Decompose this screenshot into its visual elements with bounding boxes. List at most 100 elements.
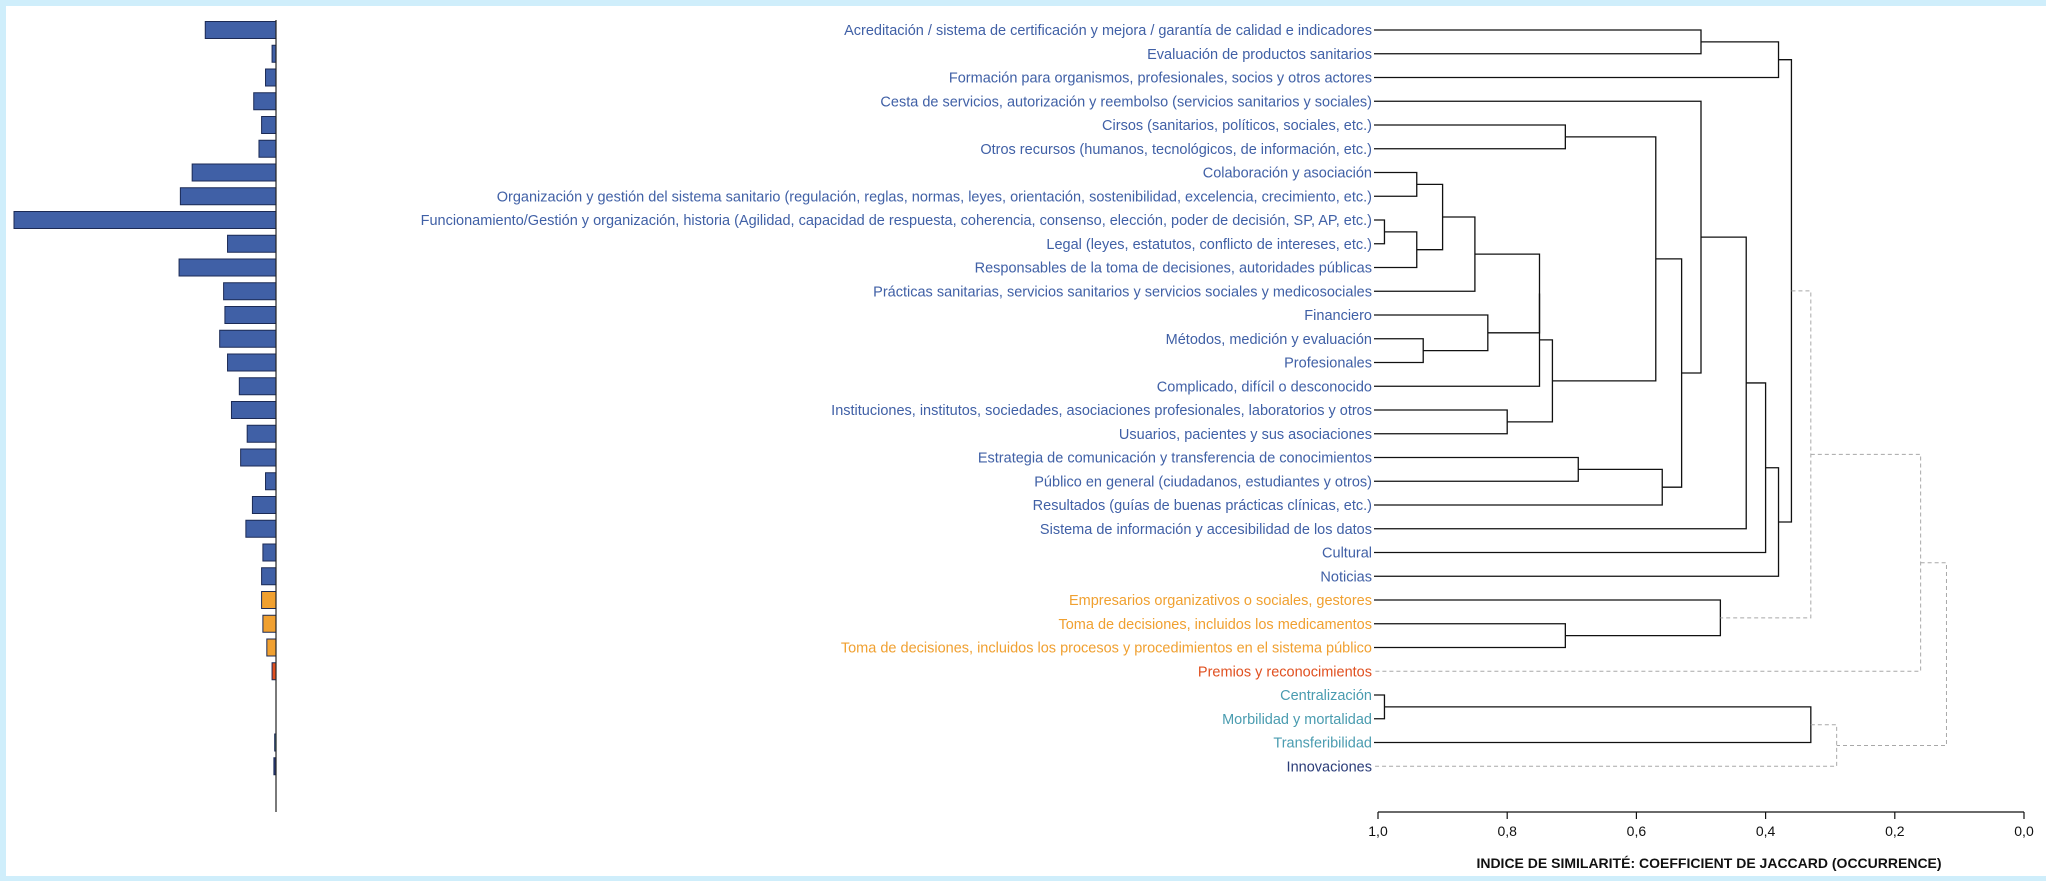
occurrence-bar bbox=[266, 638, 277, 657]
dendrogram-link bbox=[1374, 29, 1702, 55]
x-axis-title: INDICE DE SIMILARITÉ: COEFFICIENT DE JAC… bbox=[1476, 855, 1941, 871]
chart-stage: Acreditación / sistema de certificación … bbox=[6, 6, 2046, 876]
leaf-label: Toma de decisiones, incluidos los medica… bbox=[1058, 617, 1372, 633]
x-tick-label: 0,2 bbox=[1885, 823, 1905, 839]
dendrogram-link bbox=[1374, 599, 1722, 637]
dendrogram-link bbox=[1374, 468, 1663, 506]
x-tick-label: 0,0 bbox=[2014, 823, 2034, 839]
occurrence-bar bbox=[13, 211, 277, 229]
occurrence-bar bbox=[240, 448, 277, 467]
occurrence-bar bbox=[224, 306, 277, 324]
leaf-label: Empresarios organizativos o sociales, ge… bbox=[1069, 593, 1372, 609]
leaf-label: Profesionales bbox=[1284, 356, 1372, 372]
leaf-label: Innovaciones bbox=[1287, 759, 1372, 775]
dendrogram-link bbox=[1374, 724, 1838, 767]
occurrence-bar bbox=[223, 282, 277, 301]
dendrogram-link bbox=[1416, 183, 1444, 251]
x-tick-label: 0,6 bbox=[1627, 823, 1647, 839]
occurrence-bar bbox=[261, 591, 277, 609]
x-axis: 1,0 0,8 0,6 0,4 0,2 0,0 bbox=[1368, 811, 2034, 839]
dendrogram-link bbox=[1374, 124, 1566, 150]
dendrogram-link bbox=[1374, 706, 1812, 744]
leaf-label: Legal (leyes, estatutos, conflicto de in… bbox=[1046, 237, 1372, 253]
leaf-label: Otros recursos (humanos, tecnológicos, d… bbox=[980, 142, 1372, 158]
leaf-label: Colaboración y asociación bbox=[1203, 166, 1372, 182]
leaf-label: Público en general (ciudadanos, estudian… bbox=[1034, 474, 1372, 490]
dendrogram-link bbox=[1374, 623, 1566, 649]
leaf-label: Resultados (guías de buenas prácticas cl… bbox=[1033, 498, 1372, 514]
dendrogram-link bbox=[1374, 314, 1489, 352]
leaf-label: Evaluación de productos sanitarios bbox=[1147, 47, 1372, 63]
leaf-label: Morbilidad y mortalidad bbox=[1222, 712, 1372, 728]
occurrence-bar bbox=[261, 567, 277, 586]
occurrence-bar bbox=[204, 21, 277, 39]
dendrogram-link bbox=[1374, 236, 1747, 530]
dendrogram-link bbox=[1374, 409, 1508, 435]
dendrogram-link bbox=[1655, 258, 1683, 488]
dendrogram-link bbox=[1374, 41, 1780, 79]
occurrence-bar bbox=[245, 519, 277, 538]
leaf-label: Premios y reconocimientos bbox=[1198, 664, 1372, 680]
occurrence-bar bbox=[227, 234, 277, 253]
dendrogram-link bbox=[1552, 136, 1657, 382]
leaf-label: Cesta de servicios, autorización y reemb… bbox=[880, 94, 1372, 110]
dendrogram-link bbox=[1507, 339, 1554, 423]
leaf-label: Funcionamiento/Gestión y organización, h… bbox=[421, 213, 1372, 229]
dendrogram-link bbox=[1374, 231, 1418, 269]
leaf-label: Centralización bbox=[1280, 688, 1372, 704]
leaf-label: Sistema de información y accesibilidad d… bbox=[1040, 522, 1372, 538]
occurrence-bar bbox=[262, 543, 277, 562]
dendrogram-link bbox=[1374, 338, 1424, 364]
dendrogram-chart: Acreditación / sistema de certificación … bbox=[13, 20, 2034, 871]
leaf-label: Acreditación / sistema de certificación … bbox=[844, 23, 1372, 39]
occurrence-bar bbox=[178, 258, 277, 277]
leaf-label: Financiero bbox=[1304, 308, 1372, 324]
leaf-label: Estrategia de comunicación y transferenc… bbox=[978, 451, 1372, 467]
leaf-label: Toma de decisiones, incluidos los proces… bbox=[841, 641, 1372, 657]
dendrogram-link bbox=[1374, 382, 1767, 554]
leaf-label: Prácticas sanitarias, servicios sanitari… bbox=[873, 284, 1372, 300]
occurrence-bar bbox=[238, 377, 277, 396]
occurrence-bar bbox=[265, 68, 277, 87]
dendrogram-link bbox=[1374, 456, 1579, 482]
occurrence-bar bbox=[227, 353, 277, 372]
leaf-label: Organización y gestión del sistema sanit… bbox=[497, 189, 1372, 205]
occurrence-bars bbox=[13, 21, 277, 776]
dendrogram-link bbox=[1374, 219, 1386, 245]
occurrence-bar bbox=[246, 424, 277, 443]
leaf-label: Formación para organismos, profesionales… bbox=[949, 71, 1372, 87]
occurrence-bar bbox=[258, 139, 277, 158]
dendrogram-link bbox=[1778, 59, 1793, 523]
leaf-label: Responsables de la toma de decisiones, a… bbox=[975, 261, 1372, 277]
dendrogram-link bbox=[1374, 293, 1541, 387]
leaf-label: Cirsos (sanitarios, políticos, sociales,… bbox=[1102, 118, 1372, 134]
occurrence-bar bbox=[219, 329, 277, 348]
occurrence-bar bbox=[191, 163, 277, 182]
dendrogram-link bbox=[1374, 694, 1386, 720]
x-tick-label: 0,4 bbox=[1756, 823, 1776, 839]
leaf-label: Noticias bbox=[1320, 569, 1372, 585]
dendrogram-link bbox=[1474, 253, 1541, 334]
leaf-label: Cultural bbox=[1322, 546, 1372, 562]
leaf-label: Complicado, difícil o desconocido bbox=[1157, 379, 1372, 395]
x-tick-label: 0,8 bbox=[1497, 823, 1517, 839]
occurrence-bar bbox=[261, 116, 277, 134]
leaf-label: Métodos, medición y evaluación bbox=[1166, 332, 1372, 348]
dendrogram-link bbox=[1374, 171, 1418, 197]
occurrence-bar bbox=[179, 187, 277, 206]
leaf-labels: Acreditación / sistema de certificación … bbox=[421, 23, 1372, 775]
x-tick-label: 1,0 bbox=[1368, 823, 1388, 839]
dendrogram-tree bbox=[1374, 29, 1947, 767]
leaf-label: Instituciones, institutos, sociedades, a… bbox=[831, 403, 1372, 419]
occurrence-bar bbox=[251, 496, 277, 514]
occurrence-bar bbox=[265, 472, 277, 491]
occurrence-bar bbox=[230, 401, 277, 419]
dendrogram-link bbox=[1374, 467, 1780, 577]
dendrogram-link bbox=[1836, 562, 1947, 746]
occurrence-bar bbox=[262, 614, 277, 633]
occurrence-bar bbox=[253, 92, 277, 111]
dendrogram-link bbox=[1374, 453, 1922, 672]
leaf-label: Usuarios, pacientes y sus asociaciones bbox=[1119, 427, 1372, 443]
dendrogram-link bbox=[1374, 216, 1476, 292]
leaf-label: Transferibilidad bbox=[1273, 736, 1372, 752]
